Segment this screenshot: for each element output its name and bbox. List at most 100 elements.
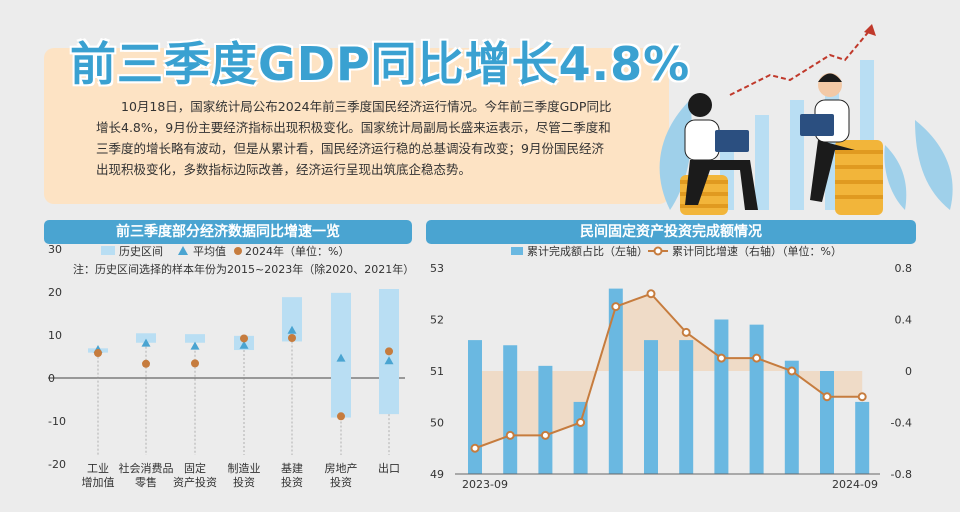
y-tick-label: 20 [48, 286, 62, 299]
growth-point [857, 392, 867, 402]
growth-point [716, 353, 726, 363]
legend-swatch-average [178, 246, 188, 255]
growth-area [475, 293, 863, 449]
share-bar [749, 324, 764, 474]
page-headline: 前三季度GDP同比增长4.8% [70, 37, 691, 91]
share-bar [573, 401, 588, 474]
history-range-bar [185, 334, 205, 343]
x-tick-label: 资产投资 [173, 475, 217, 489]
y-tick-label: 30 [48, 243, 62, 256]
legend-label-history-range: 历史区间 [119, 245, 163, 258]
y-left-tick-label: 53 [430, 262, 444, 275]
y-tick-label: -20 [48, 458, 66, 471]
x-tick-label: 投资 [281, 475, 303, 489]
legend-swatch-share [511, 247, 523, 255]
share-bar [714, 319, 729, 474]
y-right-tick-label: 0.4 [895, 314, 913, 327]
average-marker [384, 356, 394, 365]
value-2024-dot [240, 334, 248, 343]
y-left-tick-label: 50 [430, 417, 444, 430]
intro-paragraph: 10月18日，国家统计局公布2024年前三季度国民经济运行情况。今年前三季度GD… [96, 99, 612, 177]
y-left-tick-label: 52 [430, 314, 444, 327]
y-left-tick-label: 49 [430, 468, 444, 481]
x-tick-label: 工业 [87, 462, 109, 475]
value-2024-dot [142, 359, 150, 368]
leaf-decoration [659, 100, 953, 210]
y-tick-label: 0 [48, 372, 55, 385]
history-range-bar [88, 348, 108, 353]
share-bar [644, 340, 658, 474]
value-2024-dot [337, 412, 345, 421]
history-range-bar [331, 292, 351, 418]
average-marker [336, 353, 346, 362]
share-bar [820, 371, 834, 474]
legend-swatch-growth-dot [653, 246, 663, 256]
x-tick-label: 2024-09 [832, 478, 878, 491]
average-marker [190, 341, 200, 350]
business-people-illustration [659, 24, 953, 215]
left-legend: 历史区间 平均值 2024年（单位：%） [101, 244, 349, 258]
x-tick-label: 投资 [233, 475, 255, 489]
y-left-tick-label: 51 [430, 365, 444, 378]
value-2024-dot [94, 349, 102, 358]
legend-label-average: 平均值 [193, 245, 226, 258]
value-2024-dot [385, 347, 393, 356]
share-bar [784, 360, 799, 474]
legend-label-growth: 累计同比增速（右轴）（单位：%） [672, 244, 842, 258]
growth-point [470, 443, 480, 453]
average-marker [141, 338, 151, 347]
history-range-bar [136, 333, 156, 343]
history-range-bar [234, 335, 254, 351]
x-tick-label: 零售 [135, 475, 157, 489]
legend-label-share: 累计完成额占比（左轴） [527, 244, 648, 258]
value-2024-dot [288, 334, 296, 343]
share-bar [608, 288, 623, 474]
x-tick-label: 增加值 [82, 475, 115, 489]
y-right-tick-label: -0.8 [891, 468, 912, 481]
x-tick-label: 房地产 [325, 461, 358, 475]
x-tick-label: 固定 [184, 461, 206, 475]
growth-line [474, 292, 863, 450]
y-right-tick-label: 0 [905, 365, 912, 378]
x-tick-label: 制造业 [228, 461, 261, 475]
intro-panel [44, 48, 669, 204]
growth-point [822, 392, 832, 402]
x-tick-label: 投资 [330, 475, 352, 489]
share-bar [679, 340, 694, 474]
y-right-tick-label: 0.8 [895, 262, 913, 275]
man-figure [800, 73, 855, 202]
x-tick-label: 社会消费品 [119, 461, 174, 475]
average-marker [93, 345, 103, 354]
y-right-tick-label: -0.4 [891, 417, 912, 430]
y-tick-label: -10 [48, 415, 66, 428]
share-bar [855, 401, 870, 474]
left-chart-note: 注：历史区间选择的样本年份为2015~2023年（除2020、2021年） [73, 262, 414, 276]
x-tick-label: 基建 [281, 461, 303, 475]
growth-point [505, 430, 515, 440]
growth-point [681, 327, 691, 337]
share-bar [468, 340, 482, 474]
legend-swatch-2024 [234, 247, 242, 255]
history-range-bar [379, 288, 399, 415]
legend-swatch-history-range [101, 246, 115, 255]
share-bar [503, 345, 518, 474]
history-range-bar [282, 297, 302, 342]
trend-arrow [729, 24, 876, 96]
right-legend: 累计完成额占比（左轴） 累计同比增速（右轴）（单位：%） [511, 244, 842, 258]
growth-point [787, 366, 797, 376]
left-chart-title: 前三季度部分经济数据同比增速一览 [44, 220, 412, 244]
growth-point [611, 302, 621, 312]
average-marker [287, 325, 297, 334]
growth-point [576, 418, 586, 427]
value-2024-dot [191, 359, 199, 368]
growth-point [540, 430, 550, 440]
growth-point [752, 353, 762, 363]
legend-label-2024: 2024年（单位：%） [245, 244, 349, 258]
growth-point [646, 289, 656, 299]
x-tick-label: 出口 [378, 461, 400, 475]
woman-figure [684, 93, 758, 210]
x-tick-label: 2023-09 [462, 478, 508, 491]
right-chart-title: 民间固定资产投资完成额情况 [426, 220, 916, 244]
share-bar [538, 365, 553, 474]
average-marker [239, 340, 249, 349]
